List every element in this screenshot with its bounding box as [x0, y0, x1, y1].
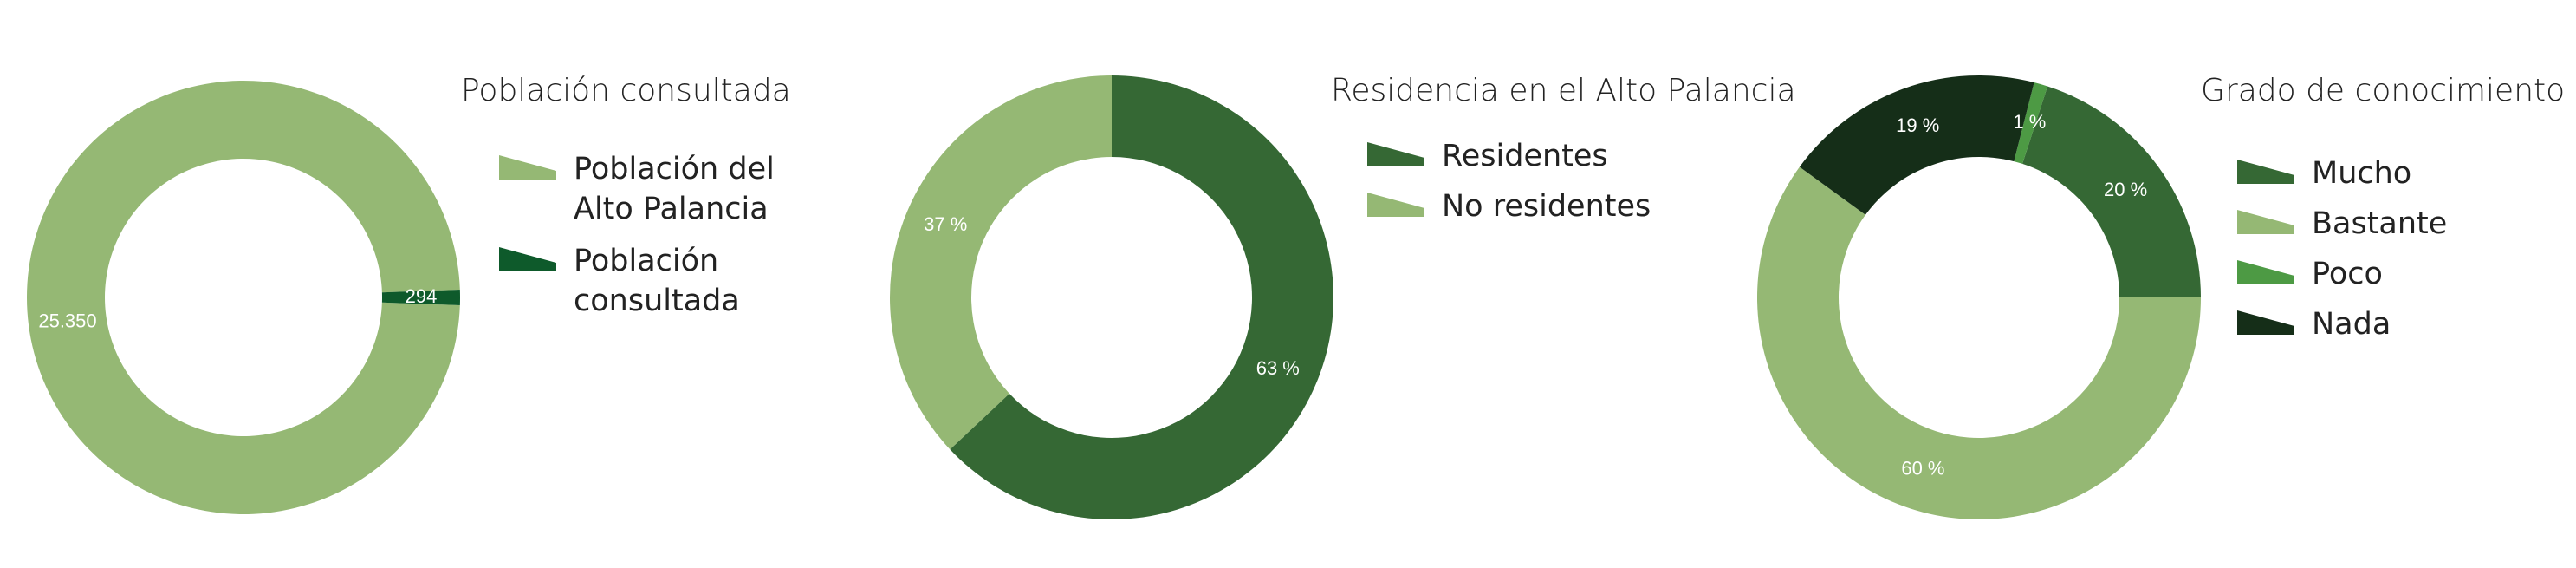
donut-slice-poblaci-n-del-alto-palancia	[27, 80, 460, 514]
legend-label: Residentes	[1442, 139, 1608, 173]
chart-title: Grado de conocimiento	[2201, 73, 2566, 108]
donut-slice-nada	[1799, 75, 2034, 215]
legend-label: Mucho	[2312, 156, 2412, 191]
legend-swatch	[499, 155, 556, 180]
data-label: 1 %	[2013, 111, 2046, 133]
legend: Mucho Bastante Poco Nada	[2237, 153, 2532, 355]
donut-chart-residencia: 63 % 37 %	[890, 75, 1333, 519]
legend-item: Nada	[2237, 304, 2532, 344]
legend-swatch	[2237, 310, 2294, 335]
legend-swatch	[2237, 260, 2294, 284]
chart-residencia: 63 % 37 % Residencia en el Alto Palancia …	[849, 0, 1796, 568]
chart-conocimiento: 20 % 60 % 1 % 19 % Grado de conocimiento Mu…	[1742, 0, 2573, 568]
chart-title: Población consultada	[461, 73, 791, 108]
data-label: 37 %	[924, 213, 967, 235]
legend-item: Poco	[2237, 254, 2532, 294]
donut-chart-conocimiento: 20 % 60 % 1 % 19 %	[1757, 75, 2201, 520]
data-label: 294	[406, 285, 438, 307]
legend-item: No residentes	[1367, 186, 1679, 226]
legend-item: Mucho	[2237, 153, 2532, 193]
chart-poblacion: 25.350 294 Población consultada Población…	[0, 0, 832, 568]
legend-swatch	[1367, 142, 1424, 166]
legend-label: Población consultada	[574, 244, 740, 318]
data-label: 60 %	[1901, 458, 1944, 480]
legend: Población del Alto Palancia Población con…	[499, 149, 794, 333]
legend-swatch	[2237, 210, 2294, 234]
data-label: 19 %	[1896, 114, 1939, 136]
donut-slice-bastante	[1757, 166, 2201, 520]
legend-swatch	[1367, 193, 1424, 217]
donut-slice-poblaci-n-consultada	[381, 289, 460, 306]
legend-label: Población del Alto Palancia	[574, 152, 775, 226]
donut-slice-poco	[2014, 82, 2048, 164]
legend-item: Población consultada	[499, 241, 794, 321]
legend-label: No residentes	[1442, 189, 1651, 224]
legend-item: Bastante	[2237, 204, 2532, 244]
data-label: 20 %	[2104, 179, 2147, 200]
donut-slice-no-residentes	[890, 75, 1112, 450]
donut-chart-poblacion: 25.350 294	[27, 80, 460, 514]
legend-label: Nada	[2312, 307, 2391, 342]
donut-slice-mucho	[2022, 86, 2201, 297]
legend: Residentes No residentes	[1367, 136, 1679, 237]
legend-label: Poco	[2312, 257, 2383, 291]
data-label: 63 %	[1256, 357, 1300, 379]
data-label: 25.350	[38, 310, 96, 331]
legend-label: Bastante	[2312, 206, 2448, 241]
donut-slice-residentes	[950, 75, 1333, 519]
chart-title: Residencia en el Alto Palancia	[1331, 73, 1796, 108]
legend-item: Población del Alto Palancia	[499, 149, 794, 229]
legend-swatch	[2237, 160, 2294, 184]
legend-item: Residentes	[1367, 136, 1679, 176]
legend-swatch	[499, 247, 556, 271]
